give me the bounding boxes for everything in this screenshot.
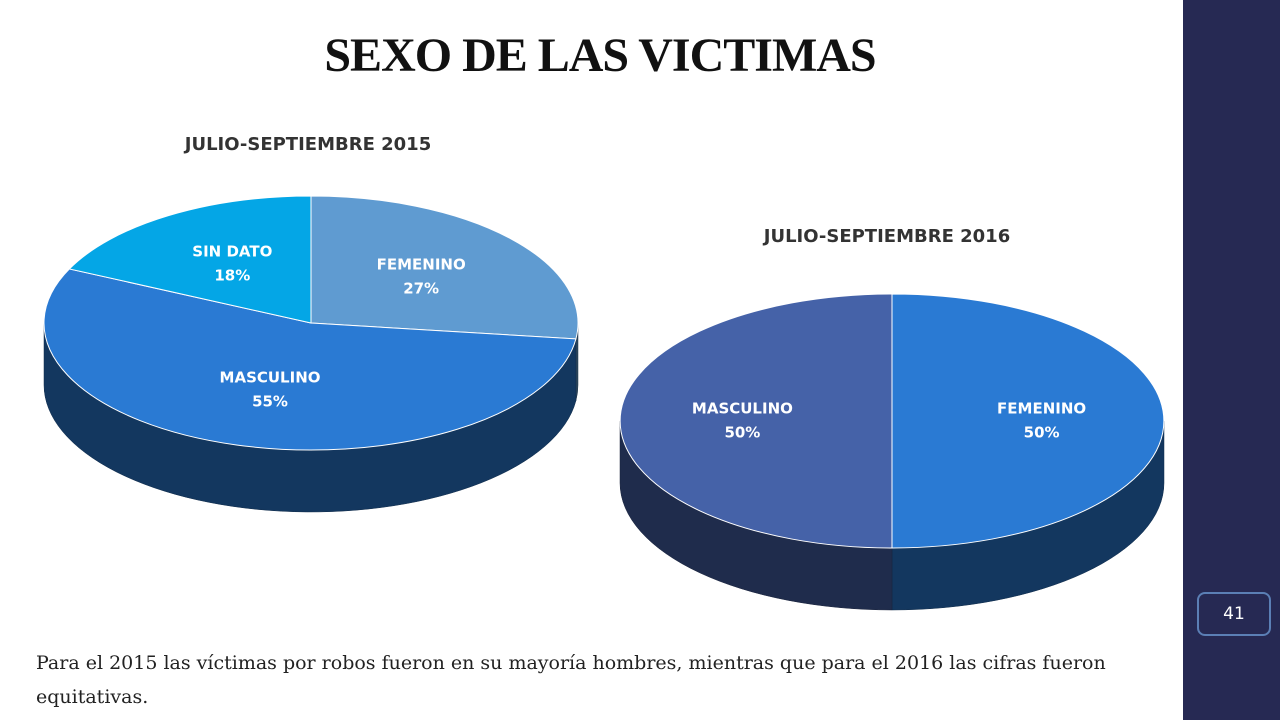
charts: JULIO-SEPTIEMBRE 2015 FEMENINO 27% MASCULIN… <box>43 134 1165 611</box>
slice-label: SIN DATO <box>192 243 272 261</box>
pie-slice <box>619 293 893 549</box>
pie-slice <box>310 195 579 340</box>
page-number: 41 <box>1197 592 1271 636</box>
slide-title: SEXO DE LAS VICTIMAS <box>324 29 876 82</box>
chart-title: JULIO-SEPTIEMBRE 2016 <box>762 226 1010 247</box>
slice-label: MASCULINO <box>220 369 321 387</box>
slice-value-label: 50% <box>1024 424 1060 442</box>
slice-value-label: 18% <box>214 267 250 285</box>
slice-label: FEMENINO <box>997 400 1086 418</box>
slice-label: MASCULINO <box>692 400 793 418</box>
slice-value-label: 55% <box>252 393 288 411</box>
caption: Para el 2015 las víctimas por robos fuer… <box>36 652 1106 708</box>
slice-value-label: 27% <box>403 279 439 297</box>
chart-title: JULIO-SEPTIEMBRE 2015 <box>183 134 431 155</box>
pie-slice <box>891 293 1165 549</box>
slice-label: FEMENINO <box>377 255 466 273</box>
slice-value-label: 50% <box>724 424 760 442</box>
pie-slice <box>68 195 312 324</box>
pie-slice <box>43 268 577 451</box>
